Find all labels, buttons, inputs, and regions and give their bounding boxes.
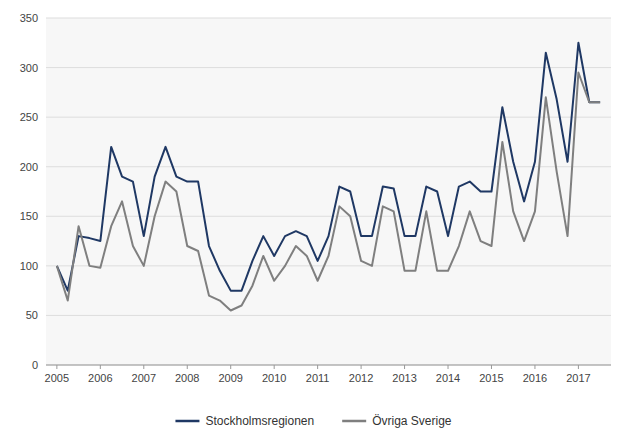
y-tick-label: 300 bbox=[20, 62, 38, 74]
x-tick bbox=[230, 365, 231, 369]
chart: 0501001502002503003502005200620072008200… bbox=[0, 0, 627, 443]
legend-swatch bbox=[175, 420, 199, 423]
y-tick-label: 200 bbox=[20, 161, 38, 173]
x-tick bbox=[143, 365, 144, 369]
legend-item: Övriga Sverige bbox=[342, 414, 452, 428]
x-tick-label: 2017 bbox=[566, 372, 590, 384]
y-axis: 0 50 100 150 200 250 300 350 bbox=[20, 12, 611, 371]
x-tick bbox=[534, 365, 535, 369]
grid-line bbox=[46, 18, 611, 19]
x-tick-label: 2005 bbox=[45, 372, 69, 384]
y-tick-label: 350 bbox=[20, 12, 38, 24]
grid-line bbox=[46, 365, 611, 366]
legend-label: Stockholmsregionen bbox=[205, 414, 314, 428]
grid-line bbox=[46, 265, 611, 266]
x-tick-label: 2010 bbox=[262, 372, 286, 384]
y-tick-label: 250 bbox=[20, 111, 38, 123]
chart-container: 0501001502002503003502005200620072008200… bbox=[0, 0, 627, 443]
legend: Stockholmsregionen Övriga Sverige bbox=[175, 414, 451, 428]
x-tick bbox=[491, 365, 492, 369]
grid-line bbox=[46, 67, 611, 68]
legend-item: Stockholmsregionen bbox=[175, 414, 314, 428]
series-group bbox=[57, 43, 600, 311]
x-axis-line bbox=[46, 365, 611, 366]
y-tick-label: 150 bbox=[20, 210, 38, 222]
x-tick-label: 2006 bbox=[88, 372, 112, 384]
x-axis: 2005 2006 2007 2008 2009 2010 2011 2012 2013 2014… bbox=[45, 365, 611, 384]
x-tick-label: 2011 bbox=[306, 372, 330, 384]
x-tick-label: 2008 bbox=[175, 372, 199, 384]
x-tick-label: 2015 bbox=[479, 372, 503, 384]
grid-line bbox=[46, 216, 611, 217]
x-tick bbox=[56, 365, 57, 369]
x-tick-label: 2014 bbox=[436, 372, 460, 384]
x-tick bbox=[100, 365, 101, 369]
y-tick-label: 50 bbox=[26, 309, 38, 321]
x-tick bbox=[448, 365, 449, 369]
x-tick-label: 2009 bbox=[218, 372, 242, 384]
x-tick-label: 2012 bbox=[349, 372, 373, 384]
legend-label: Övriga Sverige bbox=[372, 414, 452, 428]
x-tick-label: 2016 bbox=[523, 372, 547, 384]
x-tick bbox=[361, 365, 362, 369]
x-tick bbox=[317, 365, 318, 369]
grid-line bbox=[46, 117, 611, 118]
x-tick bbox=[187, 365, 188, 369]
x-tick-label: 2013 bbox=[392, 372, 416, 384]
plot-area bbox=[46, 18, 611, 365]
x-tick bbox=[274, 365, 275, 369]
series-line bbox=[57, 73, 600, 311]
x-tick bbox=[404, 365, 405, 369]
x-tick-label: 2007 bbox=[132, 372, 156, 384]
legend-swatch bbox=[342, 420, 366, 423]
y-tick-label: 100 bbox=[20, 260, 38, 272]
grid-line bbox=[46, 166, 611, 167]
grid-line bbox=[46, 315, 611, 316]
x-tick bbox=[578, 365, 579, 369]
y-tick-label: 0 bbox=[32, 359, 38, 371]
